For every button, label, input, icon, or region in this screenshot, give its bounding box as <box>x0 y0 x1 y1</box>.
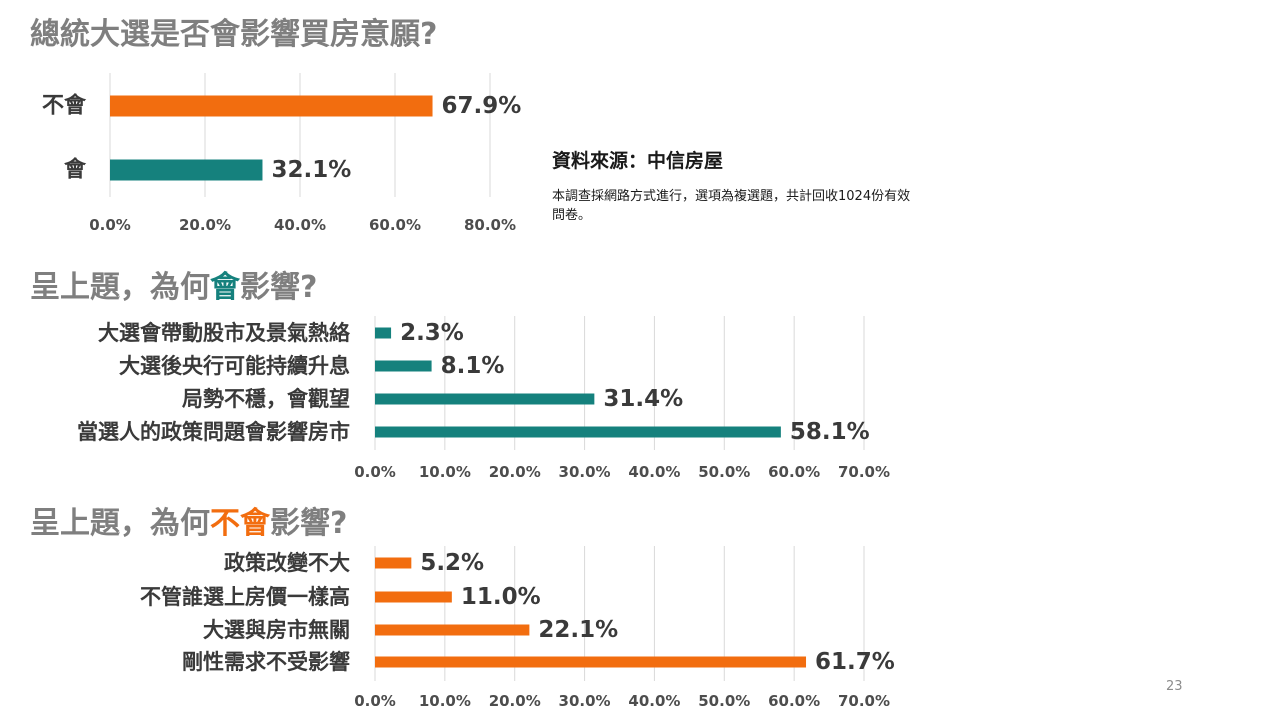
chart-3-bar <box>375 557 412 569</box>
chart-1-title: 總統大選是否會影響買房意願? <box>30 17 438 52</box>
chart-1-svg: 0.0% 20.0% 40.0% 60.0% 80.0% 不會 67.9% 會 32.1% <box>42 73 522 234</box>
chart-1-tick-label: 20.0% <box>179 216 231 234</box>
chart-3-title-suffix: 影響? <box>270 506 348 541</box>
chart-2-value-label: 8.1% <box>441 353 505 379</box>
chart-2-tick-label: 0.0% <box>354 463 396 481</box>
chart-3-bar <box>375 656 807 668</box>
chart-2-bar <box>375 393 595 405</box>
source-note: 本調查採網路方式進行，選項為複選題，共計回收1024份有效問卷。 <box>552 189 911 223</box>
chart-2-tick-label: 50.0% <box>698 463 750 481</box>
chart-2-title: 呈上題，為何會影響? <box>30 273 317 303</box>
chart-2-tick-label: 20.0% <box>489 463 541 481</box>
chart-3-tick-label: 10.0% <box>419 692 471 710</box>
chart-2-tick-label: 30.0% <box>559 463 611 481</box>
chart-1-category-label: 會 <box>64 157 87 183</box>
chart-3-value-label: 11.0% <box>461 584 541 610</box>
chart-3-title-prefix: 呈上題，為何 <box>30 506 210 541</box>
chart-3-tick-label: 60.0% <box>768 692 820 710</box>
chart-2-title-highlight: 會 <box>210 270 240 305</box>
chart-2-tick-label: 10.0% <box>419 463 471 481</box>
chart-2-category-label: 局勢不穩，會觀望 <box>182 387 350 411</box>
chart-2-bar <box>375 426 781 438</box>
chart-3-category-label: 政策改變不大 <box>224 551 350 575</box>
chart-1-tick-label: 60.0% <box>369 216 421 234</box>
chart-3-tick-label: 0.0% <box>354 692 396 710</box>
chart-1-value-label: 67.9% <box>442 93 522 119</box>
chart-3-value-label: 22.1% <box>538 617 618 643</box>
chart-1-tick-label: 40.0% <box>274 216 326 234</box>
chart-2-category-label: 當選人的政策問題會影響房市 <box>77 420 350 444</box>
chart-3-category-label: 大選與房市無關 <box>203 618 350 642</box>
chart-2-tick-label: 60.0% <box>768 463 820 481</box>
chart-3-value-label: 5.2% <box>420 550 484 576</box>
chart-2-bar <box>375 360 432 372</box>
chart-2-title-prefix: 呈上題，為何 <box>30 270 210 305</box>
chart-1-tick-label: 0.0% <box>89 216 131 234</box>
chart-1-category-label: 不會 <box>42 93 87 119</box>
chart-3-category-label: 不管誰選上房價一樣高 <box>140 585 350 609</box>
chart-2-value-label: 58.1% <box>790 419 870 445</box>
chart-3-tick-label: 70.0% <box>838 692 890 710</box>
chart-1-bar <box>110 159 263 181</box>
chart-2-value-label: 31.4% <box>603 386 683 412</box>
chart-2-category-label: 大選會帶動股市及景氣熱絡 <box>98 321 351 345</box>
chart-3-tick-label: 40.0% <box>628 692 680 710</box>
chart-1-value-label: 32.1% <box>271 157 351 183</box>
chart-3-value-label: 61.7% <box>815 649 895 675</box>
chart-3-svg: 0.0% 10.0% 20.0% 30.0% 40.0% 50.0% 60.0% 70.0% 政… <box>140 546 895 710</box>
chart-2-svg: 0.0% 10.0% 20.0% 30.0% 40.0% 50.0% 60.0% 70.0% 大… <box>77 316 890 481</box>
chart-1-tick-label: 80.0% <box>464 216 516 234</box>
chart-2-category-label: 大選後央行可能持續升息 <box>119 354 350 378</box>
chart-3-category-label: 剛性需求不受影響 <box>182 650 350 674</box>
chart-2-value-label: 2.3% <box>400 320 464 346</box>
chart-3-tick-label: 20.0% <box>489 692 541 710</box>
page-number: 23 <box>1166 679 1183 694</box>
chart-2-title-suffix: 影響? <box>240 270 318 305</box>
source-title: 資料來源：中信房屋 <box>552 150 724 172</box>
chart-3-title-highlight: 不會 <box>210 506 270 541</box>
chart-2-tick-label: 70.0% <box>838 463 890 481</box>
chart-1-bar <box>110 95 433 117</box>
chart-2-tick-label: 40.0% <box>628 463 680 481</box>
chart-2-bar <box>375 327 392 339</box>
chart-3-title: 呈上題，為何不會影響? <box>30 509 347 539</box>
chart-3-tick-label: 50.0% <box>698 692 750 710</box>
chart-3-tick-label: 30.0% <box>559 692 611 710</box>
chart-3-bar <box>375 624 530 636</box>
chart-3-bar <box>375 591 452 603</box>
